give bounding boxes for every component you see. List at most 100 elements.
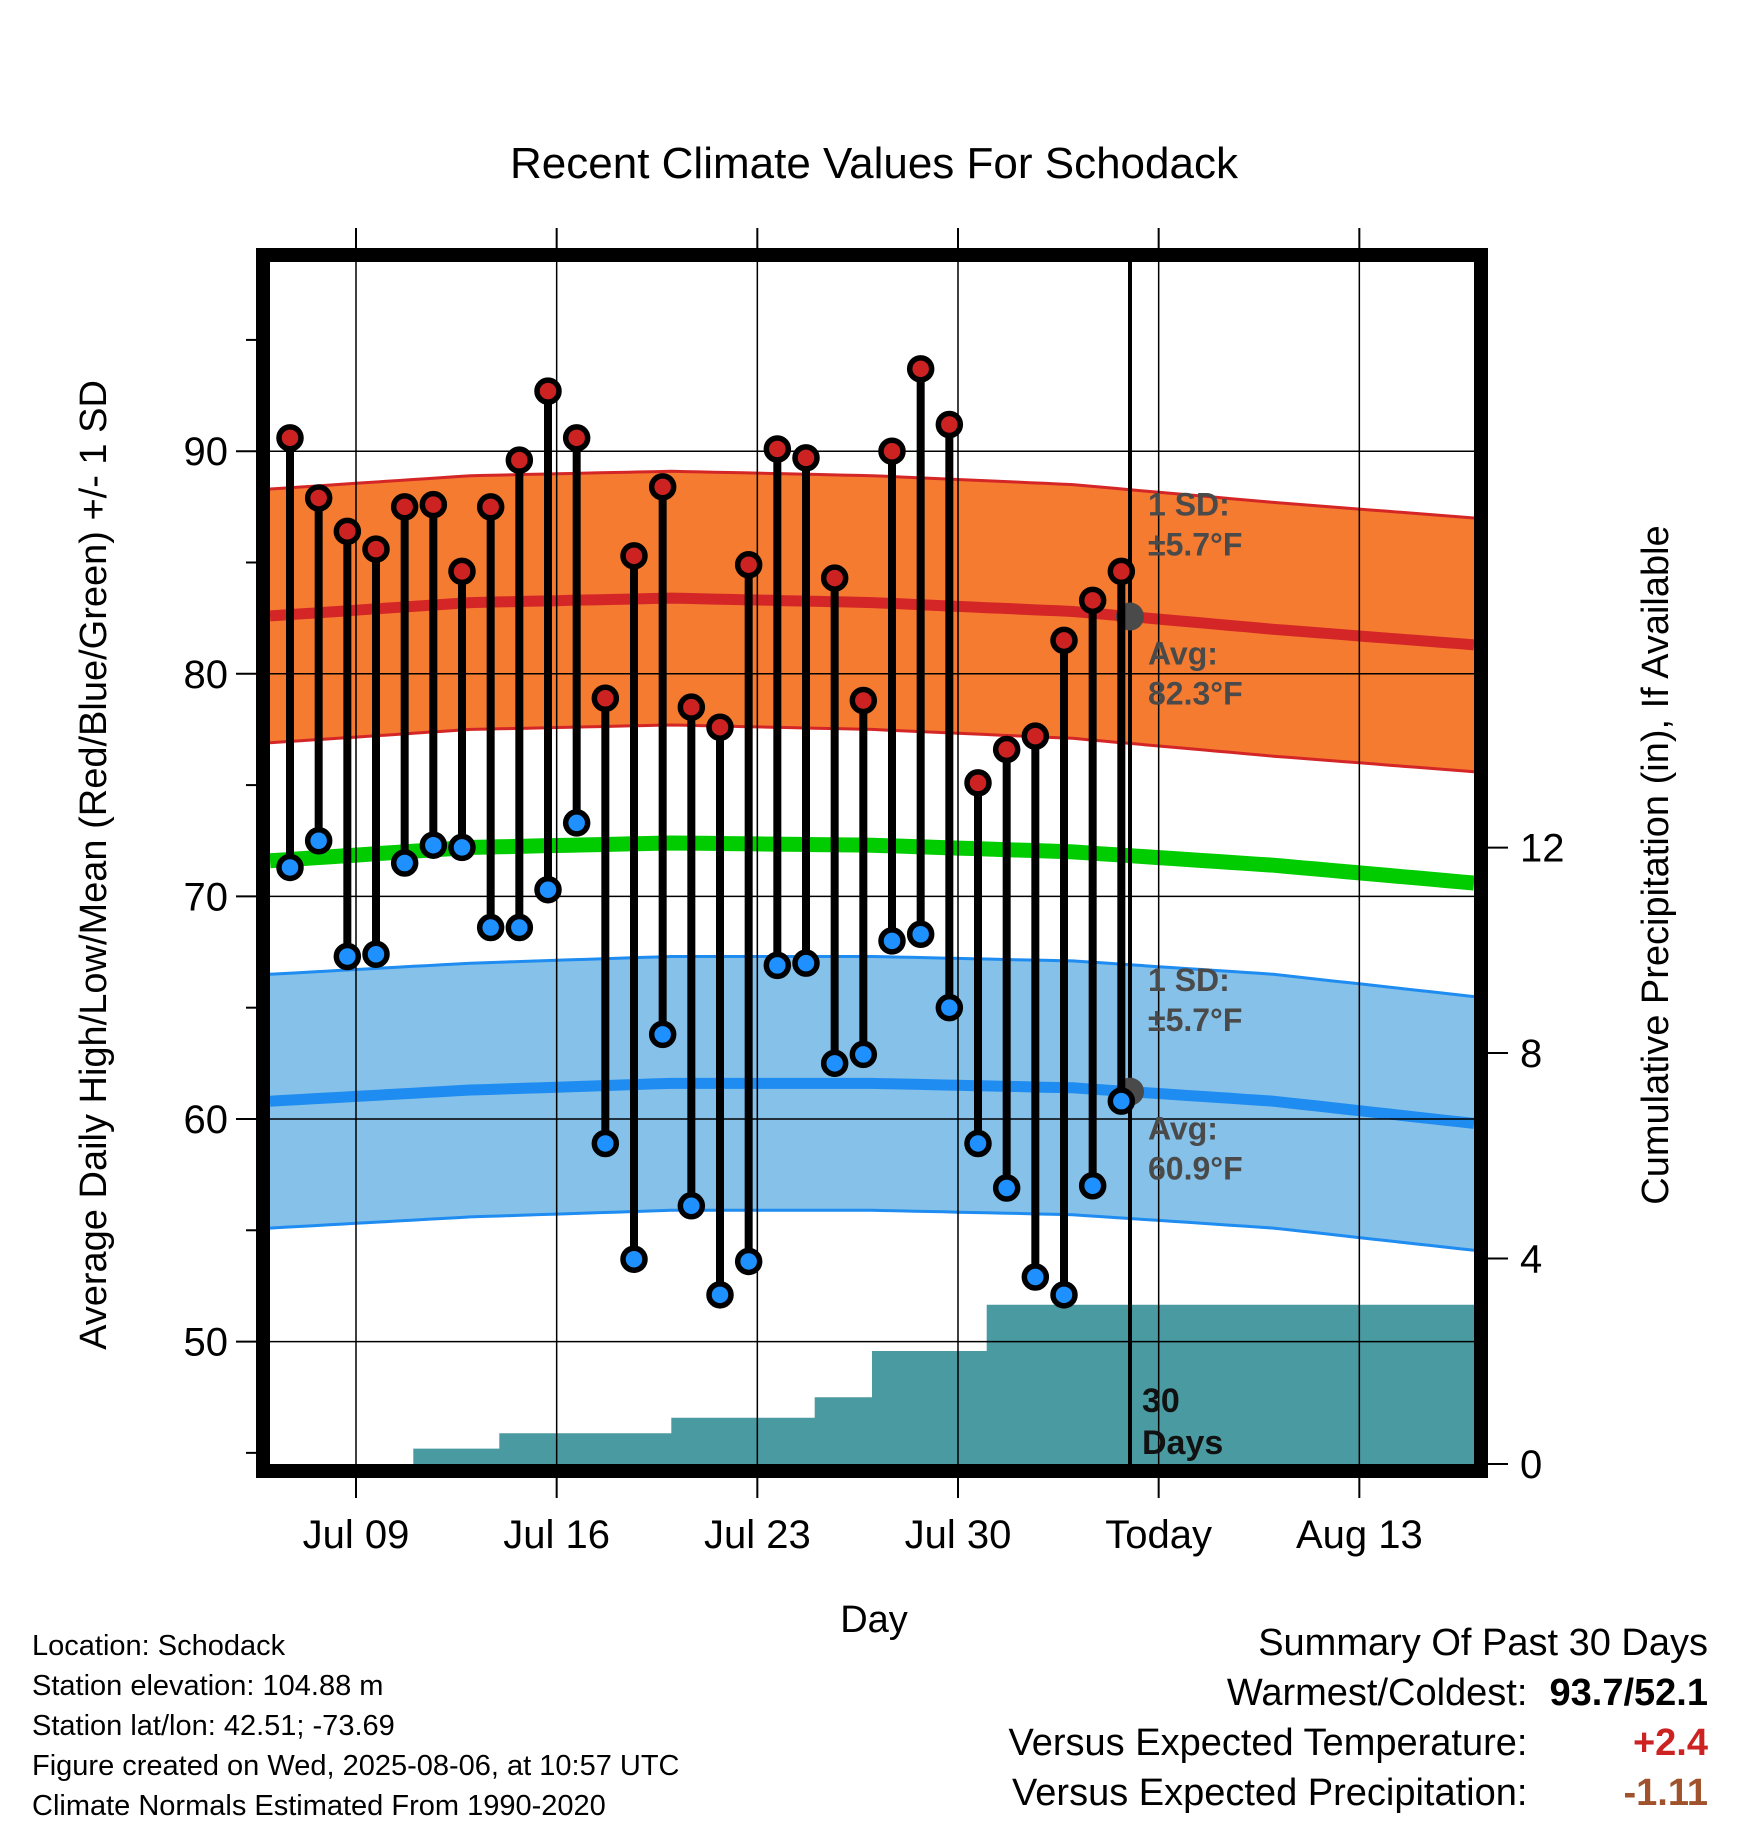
daily-low-point	[763, 951, 792, 980]
daily-low-point	[276, 853, 304, 882]
x-tick-label: Jul 23	[704, 1513, 811, 1557]
footer-elevation: Station elevation: 104.88 m	[32, 1670, 384, 1702]
daily-high-point	[763, 435, 792, 463]
daily-low-point	[333, 942, 362, 971]
daily-low-point	[419, 831, 448, 859]
daily-low-point	[362, 940, 390, 969]
summary-title: Summary Of Past 30 Days	[1258, 1622, 1708, 1664]
daily-high-point	[677, 693, 706, 721]
high-sd-label: 1 SD:	[1148, 487, 1230, 523]
daily-low-point	[620, 1245, 648, 1273]
daily-high-point	[276, 424, 304, 452]
daily-low-point	[534, 875, 562, 904]
daily-high-point	[419, 490, 448, 519]
daily-low-point	[792, 949, 820, 977]
daily-low-point	[964, 1129, 992, 1158]
summary-precip: Versus Expected Precipitation: -1.11	[1012, 1772, 1708, 1815]
daily-low-point	[648, 1020, 677, 1049]
x-axis-label: Day	[840, 1599, 908, 1641]
low-avg-value: 60.9°F	[1148, 1151, 1243, 1187]
precip-label: Versus Expected Precipitation:	[1012, 1772, 1528, 1814]
daily-high-point	[992, 735, 1021, 764]
y2-tick-label: 8	[1520, 1032, 1542, 1076]
footer-info: Location: Schodack Station elevation: 10…	[32, 1626, 680, 1826]
daily-high-point	[849, 686, 878, 715]
daily-high-point	[333, 517, 362, 546]
summary-temp: Versus Expected Temperature: +2.4	[1009, 1722, 1708, 1765]
daily-low-point	[878, 927, 906, 955]
y-tick-label: 70	[184, 875, 229, 919]
y-tick-label: 50	[184, 1321, 229, 1365]
daily-high-point	[964, 769, 992, 797]
high-avg-value: 82.3°F	[1148, 676, 1243, 712]
footer-normals: Climate Normals Estimated From 1990-2020	[32, 1790, 606, 1822]
daily-high-point	[1107, 557, 1136, 586]
y-tick-label: 60	[184, 1098, 229, 1142]
footer-created: Figure created on Wed, 2025-08-06, at 10…	[32, 1750, 680, 1782]
footer-latlon: Station lat/lon: 42.51; -73.69	[32, 1710, 395, 1742]
daily-low-point	[906, 920, 935, 948]
daily-high-point	[648, 473, 677, 501]
daily-low-point	[849, 1040, 878, 1069]
low-avg-label: Avg:	[1148, 1111, 1218, 1147]
y-tick-label: 80	[184, 653, 229, 697]
y2-tick-label: 0	[1520, 1443, 1542, 1487]
daily-high-point	[448, 557, 476, 586]
plot-frame	[256, 248, 1488, 1478]
daily-low-point	[505, 913, 534, 942]
high-sd-lower-line	[270, 723, 1474, 774]
low-sd-upper-line	[270, 955, 1474, 999]
normal-high-line	[270, 592, 1474, 651]
high-avg-label: Avg:	[1148, 636, 1218, 672]
low-sd-lower-line	[270, 1208, 1474, 1252]
days-label: Days	[1142, 1424, 1223, 1462]
high-sd-upper-line	[270, 469, 1474, 520]
daily-high-point	[390, 493, 419, 521]
warm-cold-label: Warmest/Coldest:	[1226, 1672, 1528, 1714]
low-sd-label: 1 SD:	[1148, 962, 1230, 998]
y-axis-label: Average Daily High/Low/Mean (Red/Blue/Gr…	[73, 380, 115, 1350]
daily-low-point	[1021, 1263, 1050, 1291]
daily-low-point	[476, 913, 505, 942]
daily-high-point	[734, 550, 763, 579]
daily-high-point	[935, 410, 964, 439]
daily-low-point	[706, 1281, 734, 1309]
daily-high-point	[1050, 626, 1078, 655]
daily-high-point	[1021, 722, 1050, 750]
daily-high-point	[304, 484, 333, 512]
daily-high-point	[906, 355, 935, 383]
daily-low-point	[562, 809, 591, 837]
chart-title: Recent Climate Values For Schodack	[510, 139, 1239, 188]
x-tick-label: Jul 09	[303, 1513, 410, 1557]
daily-high-point	[362, 535, 390, 563]
x-tick-label: Aug 13	[1296, 1513, 1423, 1557]
daily-high-point	[878, 437, 906, 465]
high-sd-value: ±5.7°F	[1148, 527, 1242, 563]
daily-high-point	[1078, 586, 1107, 615]
daily-low-point	[935, 993, 964, 1022]
temp-value: +2.4	[1632, 1722, 1708, 1764]
daily-low-point	[1050, 1281, 1078, 1309]
precip-value: -1.11	[1623, 1772, 1708, 1814]
daily-low-point	[677, 1192, 706, 1220]
y-tick-label: 90	[184, 430, 229, 474]
daily-high-point	[620, 542, 648, 570]
x-tick-label: Today	[1105, 1513, 1212, 1557]
daily-low-point	[390, 849, 419, 877]
daily-high-point	[706, 713, 734, 741]
daily-high-point	[591, 684, 620, 713]
summary-warm-cold: Warmest/Coldest: 93.7/52.1	[1227, 1672, 1708, 1715]
daily-high-point	[562, 424, 591, 452]
plot-area: 1 SD: ±5.7°F Avg: 82.3°F 1 SD: ±5.7°F Avg: 60.9…	[184, 228, 1565, 1557]
daily-high-point	[476, 493, 505, 521]
daily-high-point	[792, 444, 820, 472]
plot-inner: 1 SD: ±5.7°F Avg: 82.3°F 1 SD: ±5.7°F Avg: 60.9…	[270, 262, 1474, 1464]
footer-location: Location: Schodack	[32, 1630, 286, 1662]
daily-low-point	[1107, 1087, 1136, 1115]
x-tick-label: Jul 30	[905, 1513, 1012, 1557]
y2-axis-label: Cumulative Precipitation (in), If Availa…	[1635, 525, 1677, 1204]
y2-tick-label: 12	[1520, 827, 1565, 871]
daily-high-point	[820, 564, 849, 592]
warm-cold-value: 93.7/52.1	[1549, 1672, 1708, 1714]
temp-label: Versus Expected Temperature:	[1008, 1722, 1528, 1764]
